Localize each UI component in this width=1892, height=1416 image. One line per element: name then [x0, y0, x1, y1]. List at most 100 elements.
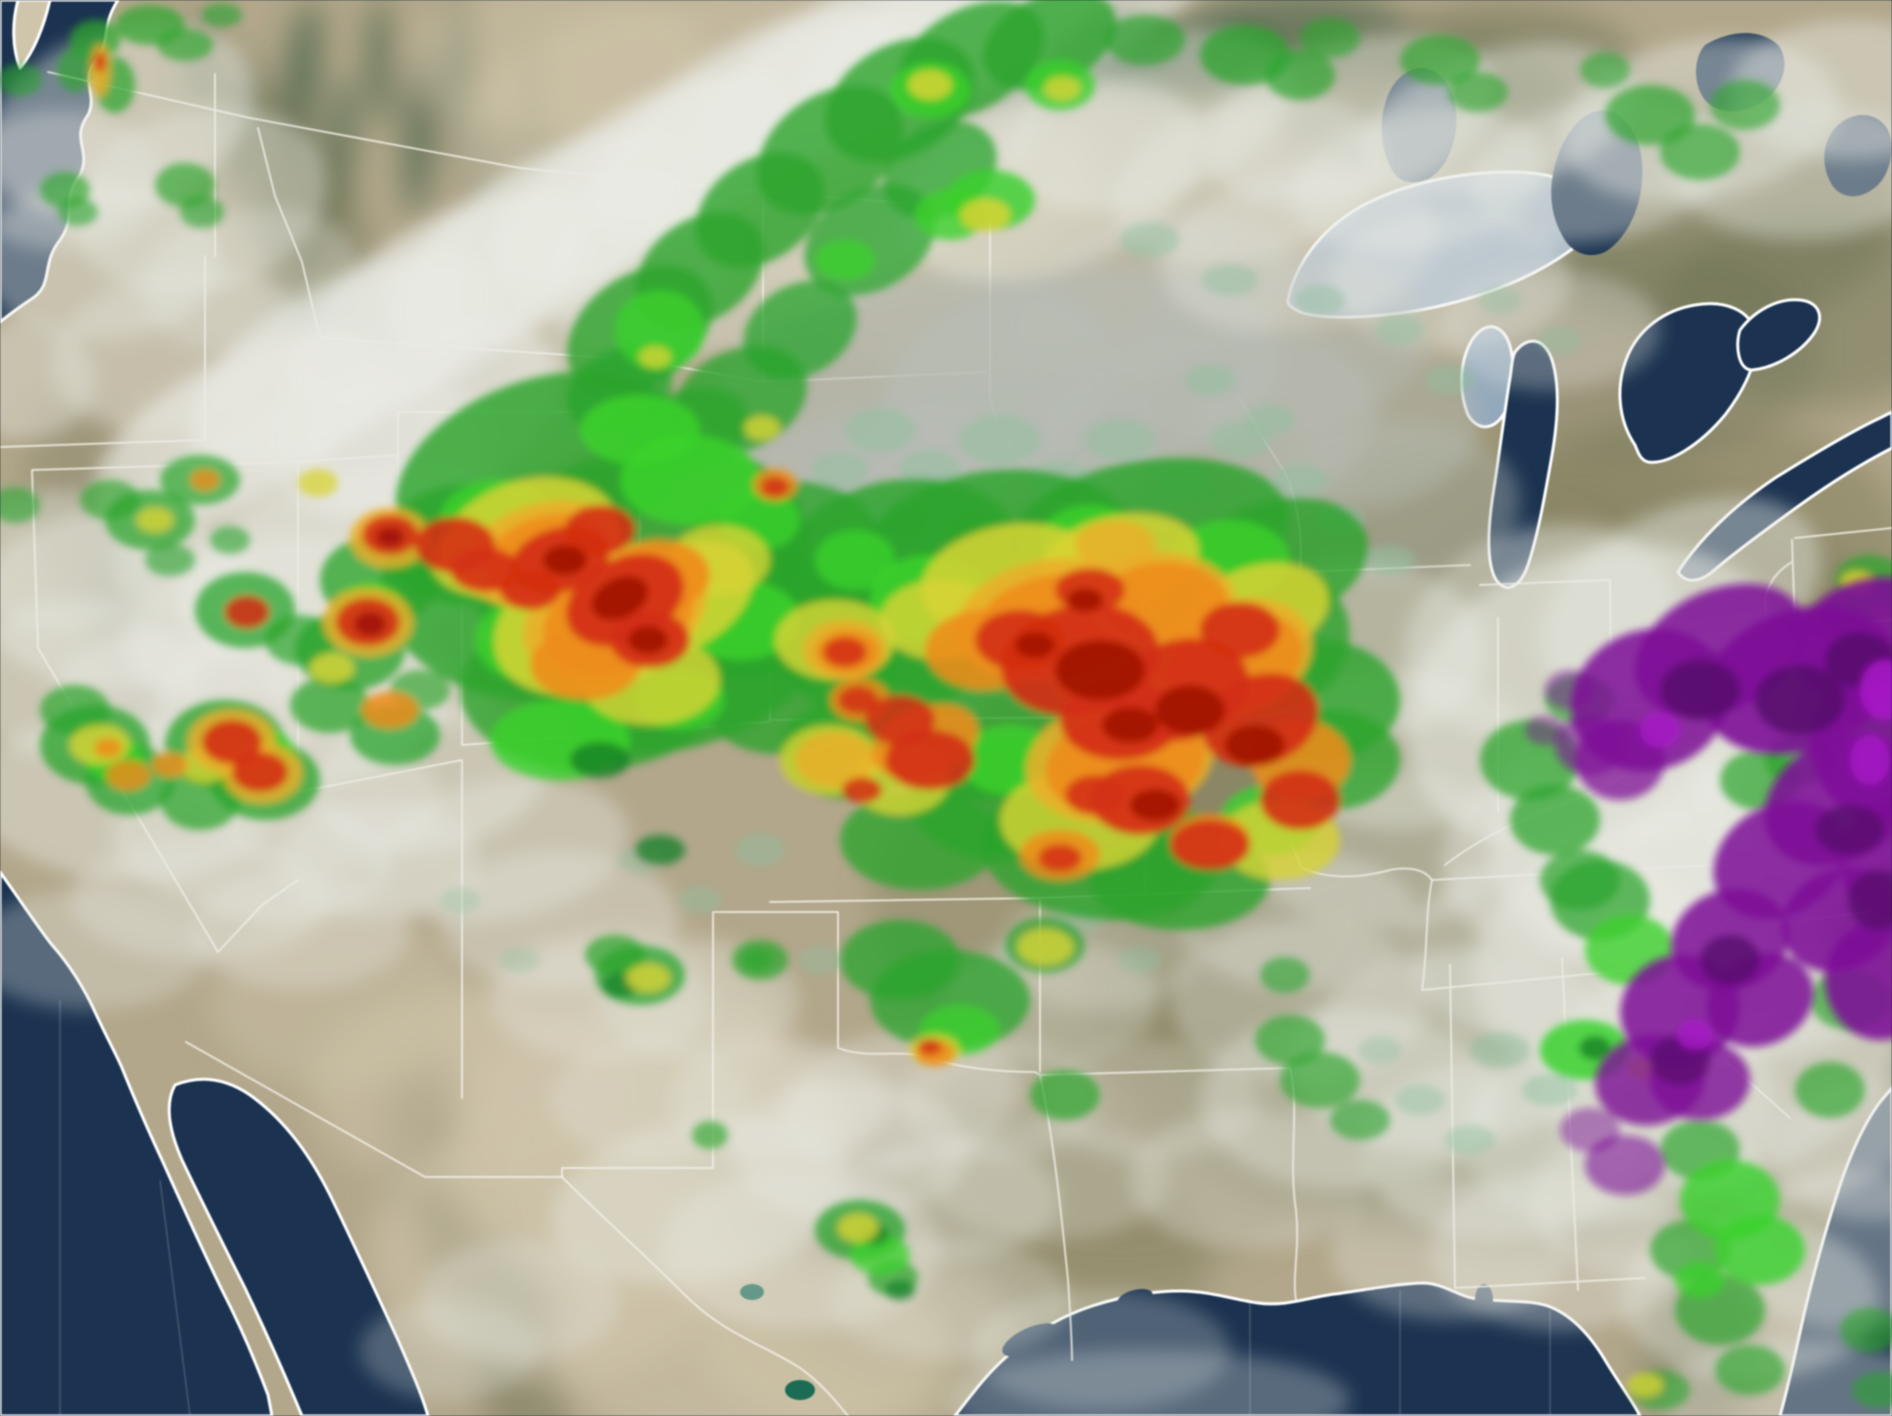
radar-echo — [1265, 50, 1335, 100]
radar-echo — [591, 575, 649, 621]
radar-echo — [94, 52, 106, 72]
radar-echo — [1130, 789, 1180, 821]
radar-echo — [1120, 222, 1180, 258]
cloud-blob — [950, 1350, 1350, 1416]
purple-echo — [1677, 1020, 1713, 1050]
radar-echo — [1605, 85, 1695, 145]
georgian-bay — [1736, 298, 1821, 372]
radar-echo — [845, 408, 915, 452]
radar-echo — [850, 1235, 910, 1275]
radar-echo — [678, 886, 722, 914]
radar-echo — [106, 760, 150, 790]
radar-echo — [565, 505, 635, 555]
radar-echo — [842, 777, 882, 803]
radar-echo — [1627, 1373, 1663, 1397]
radar-echo — [1075, 520, 1155, 570]
radar-echo — [543, 545, 587, 575]
radar-echo — [1395, 1085, 1445, 1115]
radar-echo — [1102, 707, 1158, 743]
radar-echo — [580, 395, 700, 465]
radar-echo — [40, 685, 110, 735]
purple-echo — [1700, 935, 1760, 985]
radar-echo — [983, 0, 1117, 91]
radar-echo — [232, 752, 288, 792]
radar-echo — [202, 3, 242, 27]
radar-echo — [1660, 124, 1740, 180]
radar-echo — [585, 935, 645, 975]
radar-echo — [1055, 640, 1145, 700]
radar-echo — [1245, 405, 1295, 435]
radar-echo — [94, 738, 122, 758]
radar-echo — [1330, 1100, 1390, 1140]
purple-echo — [1860, 660, 1892, 720]
radar-echo — [191, 470, 219, 490]
radar-echo — [840, 920, 960, 1000]
radar-echo — [639, 346, 671, 368]
purple-echo — [1660, 660, 1740, 720]
radar-echo — [1852, 1372, 1892, 1408]
radar-echo — [741, 948, 773, 972]
radar-echo — [1580, 52, 1630, 88]
radar-echo — [1715, 1345, 1785, 1395]
radar-echo — [795, 732, 875, 788]
radar-echo — [692, 1121, 728, 1149]
radar-echo — [1358, 1036, 1402, 1064]
radar-echo — [838, 1214, 878, 1242]
radar-echo — [1540, 850, 1620, 910]
radar-echo — [1365, 545, 1415, 575]
purple-echo — [1545, 670, 1595, 710]
cloud-blob — [900, 1040, 1100, 1160]
radar-echo — [960, 415, 1040, 465]
radar-echo — [1255, 1015, 1325, 1065]
radar-echo — [180, 196, 224, 228]
radar-echo — [354, 612, 386, 636]
cloud-blob — [1730, 20, 1892, 160]
radar-echo — [1225, 725, 1285, 765]
terrain-patch — [367, 0, 393, 127]
radar-echo — [210, 526, 250, 554]
radar-echo — [908, 70, 952, 100]
radar-echo — [1510, 785, 1600, 855]
radar-echo — [1017, 929, 1073, 965]
radar-echo — [362, 692, 418, 728]
radar-echo — [1579, 1036, 1611, 1060]
radar-echo — [145, 544, 195, 576]
purple-echo — [1848, 870, 1892, 930]
radar-echo — [812, 452, 868, 488]
radar-echo — [450, 548, 520, 592]
radar-echo — [918, 1039, 942, 1055]
radar-echo — [1448, 72, 1508, 112]
falcon-reservoir — [785, 1380, 815, 1400]
purple-overlay-layer — [1525, 577, 1892, 1195]
purple-echo — [1555, 715, 1625, 775]
radar-echo — [376, 527, 404, 547]
radar-echo — [80, 480, 140, 520]
radar-echo — [1038, 844, 1082, 872]
radar-echo — [1044, 76, 1080, 100]
radar-echo — [202, 720, 262, 764]
radar-echo — [1280, 1052, 1360, 1108]
purple-echo — [1640, 712, 1680, 748]
radar-echo — [744, 416, 780, 440]
radar-echo — [155, 163, 215, 207]
radar-echo — [635, 835, 685, 865]
radar-echo — [1030, 1070, 1100, 1120]
radar-echo — [1202, 264, 1258, 296]
radar-echo — [628, 626, 668, 654]
radar-echo — [58, 198, 98, 226]
cloud-blob — [140, 208, 360, 352]
radar-echo — [1300, 18, 1360, 58]
radar-echo — [1067, 588, 1103, 612]
radar-echo — [1478, 286, 1522, 314]
purple-echo — [1560, 1108, 1620, 1152]
radar-echo — [1015, 632, 1055, 658]
radar-echo — [615, 290, 705, 370]
radar-echo — [1445, 1125, 1495, 1155]
radar-echo — [500, 947, 540, 973]
radar-echo — [1795, 1062, 1865, 1118]
radar-echo — [798, 946, 842, 974]
radar-echo — [823, 637, 867, 667]
radar-echo — [840, 790, 1000, 890]
